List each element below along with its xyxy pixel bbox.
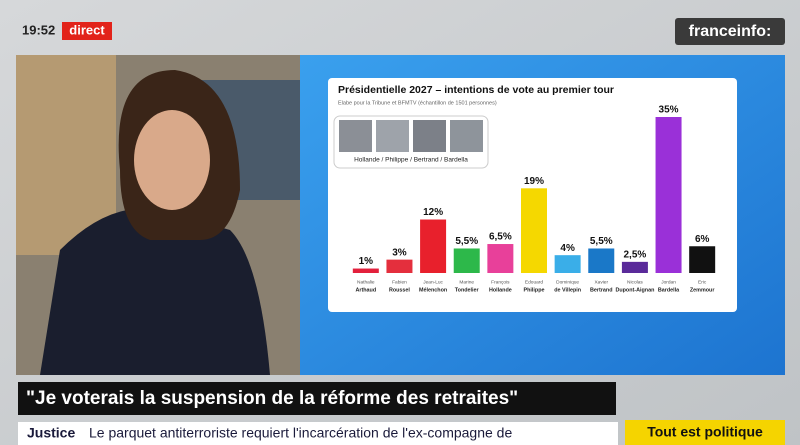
bar xyxy=(420,219,447,273)
photo xyxy=(376,120,409,152)
logo-box xyxy=(675,18,785,45)
first-name: Jordan xyxy=(661,279,676,285)
bar-chart: 1% Nathalie Arthaud 3% Fabien Roussel 12% Jean-… xyxy=(352,105,716,293)
x-tick-label: Hollande xyxy=(489,287,512,293)
first-name: Dominique xyxy=(556,279,579,285)
value-label: 19% xyxy=(524,176,544,187)
x-tick-label: Mélenchon xyxy=(419,287,447,293)
show-name: Tout est politique xyxy=(647,424,763,440)
bar xyxy=(689,246,716,273)
first-name: Xavier xyxy=(594,279,608,285)
value-label: 35% xyxy=(659,105,679,116)
live-badge xyxy=(62,22,112,40)
first-name: Fabien xyxy=(392,279,407,285)
photo-box xyxy=(333,115,489,169)
show-box xyxy=(625,420,785,445)
x-tick-label: Bardella xyxy=(658,287,680,293)
value-label: 6% xyxy=(695,234,710,245)
live-label: direct xyxy=(69,22,105,37)
x-tick-label: Bertrand xyxy=(590,287,612,293)
bar xyxy=(386,259,413,273)
bar xyxy=(352,268,379,273)
photo-caption: Hollande / Philippe / Bertrand / Bardell… xyxy=(354,157,468,164)
x-tick-label: Dupont-Aignan xyxy=(615,287,654,293)
ticker-tag: Justice xyxy=(27,425,75,441)
first-name: François xyxy=(491,279,510,285)
bar xyxy=(655,117,682,273)
photo xyxy=(339,120,372,152)
bar xyxy=(554,255,581,273)
first-name: Edouard xyxy=(525,279,543,285)
x-tick-label: Arthaud xyxy=(355,287,376,293)
x-tick-label: Zemmour xyxy=(690,287,715,293)
x-tick-label: Roussel xyxy=(389,287,410,293)
quote-banner xyxy=(18,382,616,415)
bar xyxy=(621,261,648,273)
chart-title: Présidentielle 2027 – intentions de vote… xyxy=(338,84,614,96)
bar xyxy=(588,248,615,273)
time: 19:52 xyxy=(22,22,55,37)
ticker xyxy=(18,422,618,445)
x-tick-label: Philippe xyxy=(524,287,545,293)
value-label: 5,5% xyxy=(455,236,478,247)
x-tick-label: de Villepin xyxy=(554,287,581,293)
photo xyxy=(413,120,446,152)
presenter-body xyxy=(40,208,270,375)
value-label: 4% xyxy=(560,243,575,254)
value-label: 12% xyxy=(423,207,443,218)
value-label: 2,5% xyxy=(624,249,647,260)
first-name: Eric xyxy=(698,279,707,285)
channel-logo: franceinfo: xyxy=(689,23,772,40)
value-label: 3% xyxy=(392,247,407,258)
first-name: Jean-Luc xyxy=(423,279,443,285)
chart-subtitle: Elabe pour la Tribune et BFMTV (échantil… xyxy=(338,100,497,106)
bar xyxy=(453,248,480,273)
first-name: Marine xyxy=(459,279,474,285)
photo xyxy=(450,120,483,152)
ticker-text: Le parquet antiterroriste requiert l'inc… xyxy=(89,425,512,441)
bar xyxy=(521,188,547,273)
quote: "Je voterais la suspension de la réforme… xyxy=(26,388,518,409)
presenter-face xyxy=(134,110,210,210)
first-name: Nicolas xyxy=(627,279,643,285)
first-name: Nathalie xyxy=(357,279,375,285)
value-label: 6,5% xyxy=(489,232,512,243)
bar xyxy=(487,244,514,273)
value-label: 1% xyxy=(359,256,374,267)
x-tick-label: Tondelier xyxy=(455,287,480,293)
value-label: 5,5% xyxy=(590,236,613,247)
